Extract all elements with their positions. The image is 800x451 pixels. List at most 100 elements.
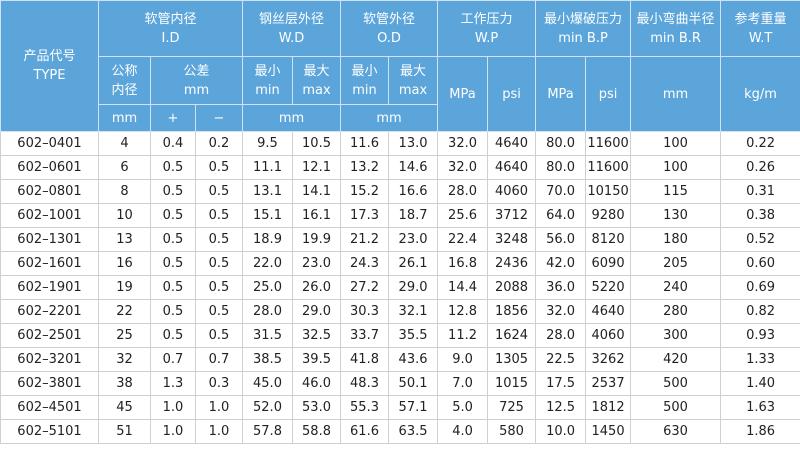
table-cell: 602–1301 <box>0 227 99 252</box>
table-cell: 12.1 <box>291 155 342 180</box>
table-cell: 0.26 <box>720 155 800 180</box>
table-cell: 43.6 <box>388 347 439 372</box>
table-cell: 18.9 <box>242 227 293 252</box>
table-cell: 0.5 <box>195 227 243 252</box>
header-cell: mm <box>98 104 151 132</box>
header-cell: 产品代号 TYPE <box>0 0 99 132</box>
table-cell: 24.3 <box>340 251 390 276</box>
table-cell: 45.0 <box>242 371 293 396</box>
table-cell: 1.0 <box>195 419 243 444</box>
table-cell: 50.1 <box>388 371 439 396</box>
table-cell: 4640 <box>487 155 537 180</box>
table-cell: 0.5 <box>150 299 196 324</box>
header-cell: 最大 max <box>291 56 342 105</box>
table-cell: 22.0 <box>242 251 293 276</box>
table-cell: 7.0 <box>437 371 489 396</box>
header-cell: 公称 内径 <box>98 56 151 105</box>
table-cell: 4640 <box>487 131 537 156</box>
table-cell: 38 <box>98 371 151 396</box>
table-cell: 0.5 <box>195 155 243 180</box>
table-cell: 23.0 <box>291 251 342 276</box>
header-cell: 最大 max <box>388 56 439 105</box>
table-cell: 14.6 <box>388 155 439 180</box>
table-cell: 16 <box>98 251 151 276</box>
table-cell: 0.7 <box>150 347 196 372</box>
header-cell: mm <box>340 104 439 132</box>
table-cell: 35.5 <box>388 323 439 348</box>
table-cell: 100 <box>630 155 722 180</box>
table-cell: 11.6 <box>340 131 390 156</box>
header-text: 参考重量 <box>734 11 787 27</box>
table-cell: 10.5 <box>291 131 342 156</box>
table-cell: 10150 <box>585 179 632 204</box>
header-cell: 参考重量 W.T <box>720 0 800 57</box>
table-cell: 15.1 <box>242 203 293 228</box>
table-cell: 1305 <box>487 347 537 372</box>
table-cell: 53.0 <box>291 395 342 420</box>
table-cell: 1.63 <box>720 395 800 420</box>
header-cell: 最小爆破压力 min B.P <box>535 0 632 57</box>
table-cell: 1.0 <box>150 419 196 444</box>
table-cell: 0.5 <box>150 227 196 252</box>
table-cell: 3712 <box>487 203 537 228</box>
header-text: min <box>255 82 280 98</box>
table-cell: 0.4 <box>150 131 196 156</box>
header-text: 最大 <box>303 63 330 79</box>
table-cell: 28.0 <box>535 323 587 348</box>
table-cell: 0.5 <box>195 251 243 276</box>
table-cell: 130 <box>630 203 722 228</box>
table-cell: 26.1 <box>388 251 439 276</box>
table-cell: 0.5 <box>195 299 243 324</box>
table-cell: 300 <box>630 323 722 348</box>
table-cell: 0.2 <box>195 131 243 156</box>
table-cell: 25.6 <box>437 203 489 228</box>
table-cell: 9.5 <box>242 131 293 156</box>
header-text: 钢丝层外径 <box>259 11 325 27</box>
header-cell: psi <box>585 56 632 132</box>
table-cell: 16.1 <box>291 203 342 228</box>
header-text: 工作压力 <box>460 11 513 27</box>
table-cell: 0.5 <box>195 323 243 348</box>
table-cell: 0.5 <box>150 275 196 300</box>
table-cell: 28.0 <box>242 299 293 324</box>
table-cell: 8120 <box>585 227 632 252</box>
table-cell: 1.0 <box>150 395 196 420</box>
table-header: 产品代号 TYPE 软管内径 I.D 钢丝层外径 W.D 软管外径 O.D 工作压力 W.… <box>0 0 800 132</box>
table-cell: 2436 <box>487 251 537 276</box>
header-text: min B.P <box>558 30 608 46</box>
table-cell: 25 <box>98 323 151 348</box>
table-cell: 11600 <box>585 155 632 180</box>
table-cell: 0.38 <box>720 203 800 228</box>
table-cell: 0.5 <box>150 251 196 276</box>
table-cell: 1.0 <box>195 395 243 420</box>
table-cell: 17.3 <box>340 203 390 228</box>
table-cell: 420 <box>630 347 722 372</box>
table-cell: 2537 <box>585 371 632 396</box>
table-cell: 13.1 <box>242 179 293 204</box>
table-cell: 4060 <box>487 179 537 204</box>
table-cell: 9280 <box>585 203 632 228</box>
header-cell: 软管内径 I.D <box>98 0 243 57</box>
table-cell: 5220 <box>585 275 632 300</box>
header-cell: mm <box>630 56 722 132</box>
table-cell: 5.0 <box>437 395 489 420</box>
table-cell: 51 <box>98 419 151 444</box>
header-text: min B.R <box>650 30 701 46</box>
table-cell: 70.0 <box>535 179 587 204</box>
header-row: 公称 内径 公差 mm 最小 min 最大 max 最小 min 最大 max MPa ps… <box>1 56 800 132</box>
header-text: 最大 <box>400 63 427 79</box>
table-cell: 16.6 <box>388 179 439 204</box>
table-cell: 602–1001 <box>0 203 99 228</box>
table-cell: 36.0 <box>535 275 587 300</box>
table-cell: 630 <box>630 419 722 444</box>
header-cell: 软管外径 O.D <box>340 0 439 57</box>
table-row: 602–0801 8 0.5 0.5 13.1 14.1 15.2 16.6 28.0 4060 7… <box>0 179 800 204</box>
header-cell: kg/m <box>720 56 800 132</box>
header-text: 最小 <box>351 63 378 79</box>
table-cell: 602–0601 <box>0 155 99 180</box>
table-cell: 42.0 <box>535 251 587 276</box>
table-cell: 0.82 <box>720 299 800 324</box>
table-cell: 10 <box>98 203 151 228</box>
table-cell: 1.3 <box>150 371 196 396</box>
header-cell: 公差 mm <box>150 56 243 105</box>
